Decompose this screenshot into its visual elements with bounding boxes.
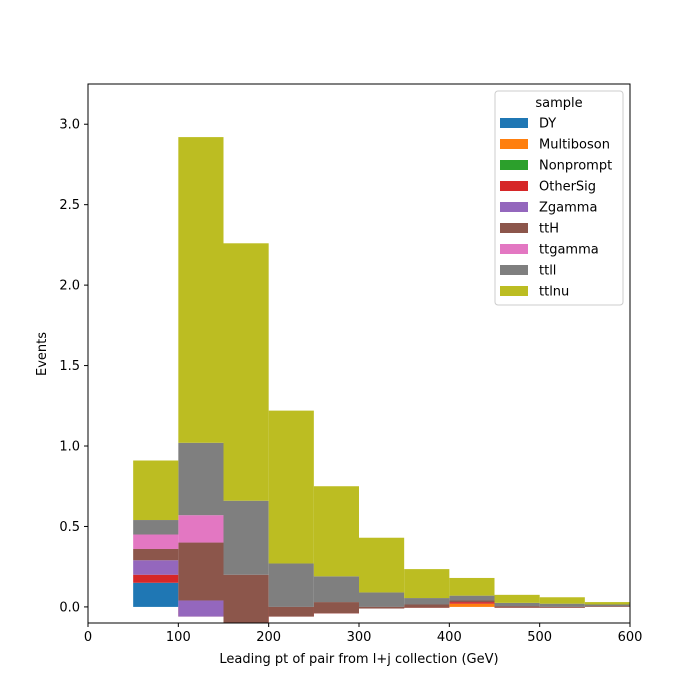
bar-tth-bin-0 xyxy=(133,548,179,561)
legend-label-zgamma: Zgamma xyxy=(539,201,597,216)
bar-multiboson-bin-7 xyxy=(449,603,495,607)
bar-ttll-bin-8 xyxy=(494,602,540,607)
bar-tth-bin-8 xyxy=(494,606,540,608)
legend-swatch-tth xyxy=(500,223,528,233)
x-axis-ticks: 0 100 200 300 400 500 600 xyxy=(84,623,643,645)
bar-tth-bin-1 xyxy=(178,542,224,601)
x-tick-label: 300 xyxy=(347,630,372,645)
bar-ttll-bin-0 xyxy=(133,520,179,535)
legend-label-dy: DY xyxy=(539,117,556,132)
bar-ttlnu-bin-2 xyxy=(223,243,269,501)
legend-label-ttgamma: ttgamma xyxy=(539,243,599,258)
bar-ttlnu-bin-9 xyxy=(539,597,585,604)
bar-tth-bin-4 xyxy=(313,602,359,614)
bar-ttll-bin-9 xyxy=(539,603,585,607)
y-tick-label: 2.0 xyxy=(59,279,80,294)
legend-swatch-zgamma xyxy=(500,202,528,212)
bar-ttll-bin-7 xyxy=(449,595,495,601)
x-tick-label: 200 xyxy=(256,630,281,645)
x-tick-label: 400 xyxy=(437,630,462,645)
y-tick-label: 1.0 xyxy=(59,440,80,455)
bars-layer xyxy=(133,137,630,623)
bar-zgamma-bin-1 xyxy=(178,600,224,617)
bar-othersig-bin-7 xyxy=(449,602,495,604)
bar-ttll-bin-6 xyxy=(404,598,450,605)
bar-tth-bin-9 xyxy=(539,606,585,608)
bar-ttll-bin-4 xyxy=(313,576,359,603)
bar-ttlnu-bin-4 xyxy=(313,486,359,577)
bar-ttll-bin-10 xyxy=(584,604,630,607)
bar-ttll-bin-3 xyxy=(268,563,314,607)
bar-ttll-bin-1 xyxy=(178,442,224,516)
y-tick-label: 1.5 xyxy=(59,359,80,374)
bar-ttlnu-bin-8 xyxy=(494,594,540,603)
legend-label-nonprompt: Nonprompt xyxy=(539,159,612,174)
y-tick-label: 3.0 xyxy=(59,118,80,133)
bar-ttlnu-bin-1 xyxy=(178,137,224,443)
bar-othersig-bin-0 xyxy=(133,574,179,583)
legend-title: sample xyxy=(535,96,582,111)
bar-tth-bin-6 xyxy=(404,604,450,608)
bar-ttll-bin-5 xyxy=(359,592,405,607)
bar-ttlnu-bin-10 xyxy=(584,602,630,605)
y-axis-ticks: 0.0 0.5 1.0 1.5 2.0 2.5 3.0 xyxy=(59,118,88,615)
y-tick-label: 0.0 xyxy=(59,600,80,615)
bar-tth-bin-5 xyxy=(359,606,405,609)
x-axis-label: Leading pt of pair from l+j collection (… xyxy=(219,652,498,667)
legend-label-othersig: OtherSig xyxy=(539,180,596,195)
bar-ttlnu-bin-6 xyxy=(404,569,450,599)
legend-label-ttll: ttll xyxy=(539,264,556,279)
x-tick-label: 0 xyxy=(84,630,92,645)
bar-ttll-bin-2 xyxy=(223,500,269,575)
bar-tth-bin-7 xyxy=(449,600,495,603)
legend-swatch-ttgamma xyxy=(500,244,528,254)
bar-tth-bin-10 xyxy=(584,606,630,607)
legend: sample DY Multiboson Nonprompt OtherSig Zgam… xyxy=(494,90,624,306)
bar-ttlnu-bin-0 xyxy=(133,460,179,521)
legend-label-tth: ttH xyxy=(539,222,559,237)
legend-swatch-multiboson xyxy=(500,139,528,149)
bar-dy-bin-0 xyxy=(133,582,179,607)
y-tick-label: 0.5 xyxy=(59,520,80,535)
legend-swatch-ttll xyxy=(500,265,528,275)
x-tick-label: 600 xyxy=(618,630,643,645)
legend-label-multiboson: Multiboson xyxy=(539,138,610,153)
y-axis-label: Events xyxy=(35,332,50,376)
x-tick-label: 500 xyxy=(527,630,552,645)
x-tick-label: 100 xyxy=(166,630,191,645)
bar-ttlnu-bin-7 xyxy=(449,577,495,596)
bar-tth-bin-2 xyxy=(223,574,269,623)
y-tick-label: 2.5 xyxy=(59,198,80,213)
legend-swatch-dy xyxy=(500,118,528,128)
bar-ttgamma-bin-1 xyxy=(178,515,224,543)
legend-swatch-othersig xyxy=(500,181,528,191)
legend-label-ttlnu: ttlnu xyxy=(539,285,569,300)
bar-zgamma-bin-0 xyxy=(133,560,179,575)
legend-swatch-ttlnu xyxy=(500,286,528,296)
bar-ttlnu-bin-3 xyxy=(268,410,314,564)
bar-ttlnu-bin-5 xyxy=(359,537,405,593)
bar-ttgamma-bin-0 xyxy=(133,534,179,549)
bar-tth-bin-3 xyxy=(268,606,314,617)
legend-swatch-nonprompt xyxy=(500,160,528,170)
